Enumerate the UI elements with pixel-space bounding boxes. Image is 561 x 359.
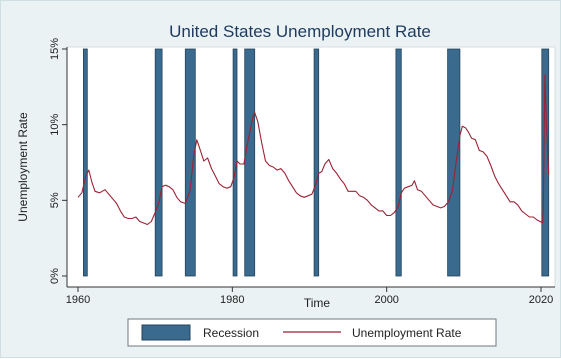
y-tick-label: 0% bbox=[49, 268, 61, 284]
y-tick-label: 5% bbox=[49, 192, 61, 208]
recession-bar-2 bbox=[154, 48, 163, 277]
x-axis-ticks: 1960 1980 2000 2020 bbox=[66, 287, 553, 306]
recession-bar-6 bbox=[313, 48, 320, 277]
y-tick-label: 10% bbox=[49, 113, 61, 135]
recession-bar-7 bbox=[395, 48, 402, 277]
x-tick-label: 1980 bbox=[220, 294, 244, 306]
recession-bar-1 bbox=[83, 48, 88, 277]
unemployment-rate-line bbox=[77, 74, 550, 226]
legend-recession-swatch bbox=[141, 324, 191, 341]
chart-title: United States Unemployment Rate bbox=[169, 22, 431, 41]
x-tick-label: 2020 bbox=[529, 294, 553, 306]
recession-bar-5 bbox=[244, 48, 256, 277]
plot-area bbox=[66, 46, 556, 288]
y-tick-label: 15% bbox=[49, 38, 61, 60]
recession-bar-8 bbox=[447, 48, 461, 277]
recession-bars bbox=[83, 48, 550, 277]
x-axis-label: Time bbox=[304, 296, 331, 310]
legend-recession-label: Recession bbox=[203, 326, 259, 340]
x-tick-label: 2000 bbox=[374, 294, 398, 306]
legend: Recession Unemployment Rate bbox=[127, 318, 497, 347]
recession-bar-3 bbox=[184, 48, 196, 277]
y-axis-ticks: 0% 5% 10% 15% bbox=[49, 38, 67, 284]
y-axis-label: Unemployment Rate bbox=[16, 112, 30, 222]
x-tick-label: 1960 bbox=[66, 294, 90, 306]
recession-bar-9 bbox=[541, 48, 550, 277]
unemployment-line-group bbox=[77, 74, 550, 226]
legend-unemployment-label: Unemployment Rate bbox=[352, 326, 462, 340]
